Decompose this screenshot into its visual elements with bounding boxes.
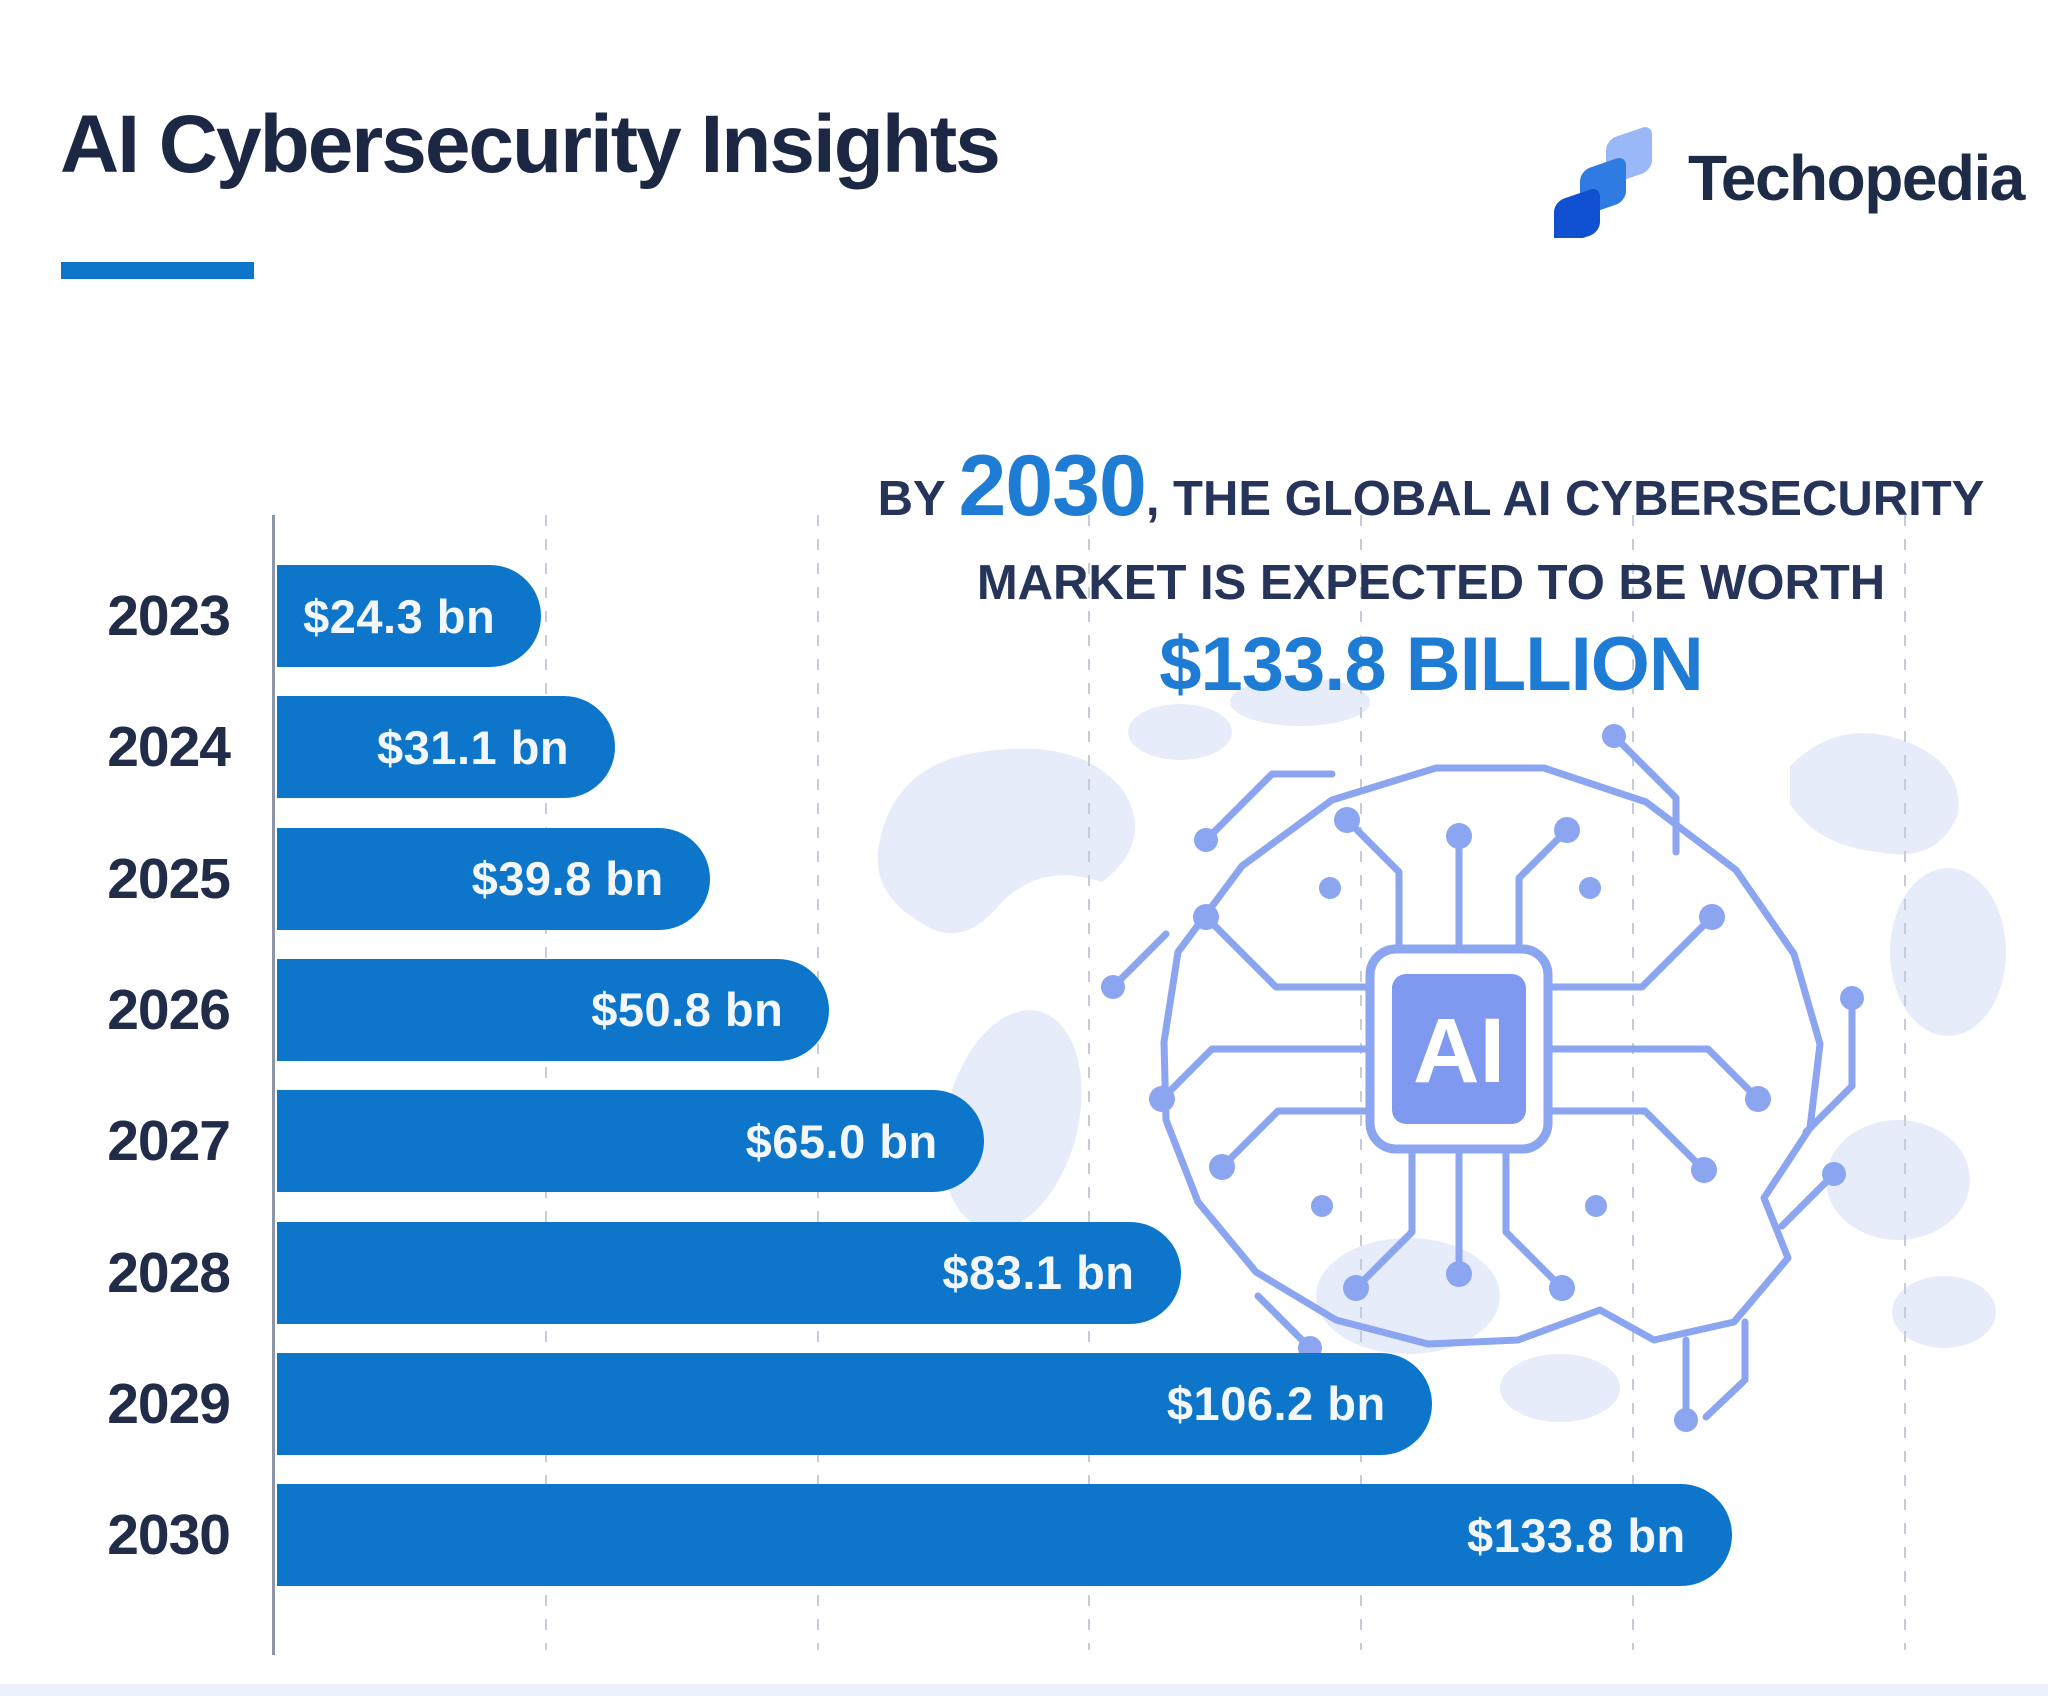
year-label: 2026 bbox=[107, 977, 231, 1042]
ai-chip: AI bbox=[1365, 944, 1553, 1154]
callout-block: BY 2030, THE GLOBAL AI CYBERSECURITY MAR… bbox=[856, 438, 2006, 711]
brand-logo: Techopedia bbox=[1548, 118, 2025, 238]
bar: $24.3 bn bbox=[277, 565, 542, 667]
gridline bbox=[544, 515, 547, 1650]
bar: $31.1 bn bbox=[277, 696, 616, 799]
bar-value-label: $31.1 bn bbox=[377, 720, 570, 774]
techopedia-logo-icon bbox=[1554, 127, 1652, 238]
page-title: AI Cybersecurity Insights bbox=[60, 99, 1001, 190]
year-label: 2028 bbox=[107, 1240, 231, 1305]
callout-highlight-value: $133.8 BILLION bbox=[1159, 622, 1704, 707]
year-label: 2029 bbox=[107, 1371, 231, 1436]
bar: $50.8 bn bbox=[277, 958, 830, 1061]
bar-value-label: $133.8 bn bbox=[1467, 1508, 1686, 1562]
title-underline bbox=[61, 262, 254, 279]
gridline bbox=[1903, 515, 1906, 1650]
year-label: 2025 bbox=[107, 846, 231, 911]
year-label: 2023 bbox=[107, 584, 231, 648]
gridline bbox=[1360, 515, 1363, 1650]
circuit-node-dots bbox=[1101, 724, 1864, 1432]
ai-brain-circuit-graphic: AI bbox=[1101, 724, 1864, 1432]
bar: $39.8 bn bbox=[277, 827, 710, 930]
footer-strip bbox=[0, 1684, 2048, 1696]
callout-line1: BY 2030, THE GLOBAL AI CYBERSECURITY bbox=[877, 438, 1985, 534]
bar-row: 2030 $133.8 bn bbox=[0, 1484, 2048, 1587]
callout-year: 2030 bbox=[958, 438, 1146, 534]
callout-line2: MARKET IS EXPECTED TO BE WORTH bbox=[976, 556, 1886, 610]
gridline bbox=[1088, 515, 1091, 1650]
y-axis-line bbox=[272, 515, 275, 1655]
gridline bbox=[816, 515, 819, 1650]
year-label: 2027 bbox=[107, 1109, 231, 1174]
bar-value-label: $39.8 bn bbox=[471, 852, 664, 906]
bar-value-label: $24.3 bn bbox=[303, 589, 496, 643]
year-label: 2030 bbox=[107, 1503, 231, 1568]
year-label: 2024 bbox=[107, 715, 231, 780]
ai-chip-label: AI bbox=[1413, 1000, 1505, 1102]
brain-outline bbox=[1160, 764, 1824, 1348]
bar: $133.8 bn bbox=[277, 1484, 1732, 1587]
brand-name: Techopedia bbox=[1688, 142, 2025, 214]
bar-value-label: $50.8 bn bbox=[591, 983, 784, 1037]
gridline bbox=[1632, 515, 1635, 1650]
